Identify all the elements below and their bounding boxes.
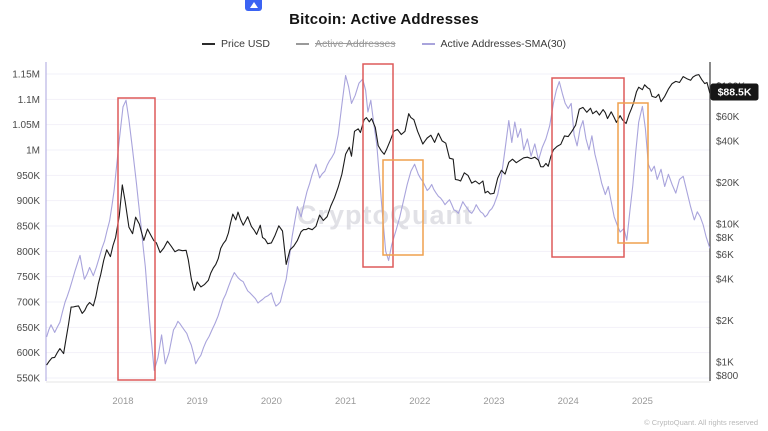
x-axis-tick-label: 2022 xyxy=(409,396,430,407)
x-axis-tick-label: 2023 xyxy=(483,396,504,407)
left-axis-tick-label: 550K xyxy=(17,374,41,385)
legend-item-price-usd[interactable]: Price USD xyxy=(201,38,270,50)
left-axis-tick-label: 950K xyxy=(17,171,41,182)
series-line-price-usd xyxy=(46,74,710,366)
last-price-badge-label: $88.5K xyxy=(718,87,752,99)
left-axis-tick-label: 1.1M xyxy=(18,95,40,106)
x-axis-tick-label: 2021 xyxy=(335,396,356,407)
right-axis-tick-label: $6K xyxy=(716,250,734,261)
series-line-active-addresses-sma-30- xyxy=(46,74,710,371)
annotation-box-red xyxy=(362,63,394,268)
annotation-box-orange xyxy=(382,159,424,256)
right-axis-tick-label: $40K xyxy=(716,136,740,147)
right-axis-tick-label: $8K xyxy=(716,233,734,244)
x-axis-tick-label: 2018 xyxy=(112,396,133,407)
x-axis-tick-label: 2025 xyxy=(632,396,653,407)
last-price-badge xyxy=(710,83,759,101)
legend-label: Price USD xyxy=(220,38,270,50)
copyright-text: © CryptoQuant. All rights reserved xyxy=(644,418,758,427)
right-axis-tick-label: $4K xyxy=(716,274,734,285)
left-axis-tick-label: 900K xyxy=(17,196,41,207)
legend-dash-icon xyxy=(296,43,309,45)
right-axis-tick-label: $2K xyxy=(716,316,734,327)
legend-dash-icon xyxy=(421,43,435,45)
annotation-box-orange xyxy=(617,102,649,244)
legend-label: Active Addresses-SMA(30) xyxy=(440,38,567,50)
chart-title: Bitcoin: Active Addresses xyxy=(289,11,479,28)
cryptoquant-logo-icon xyxy=(245,0,262,11)
x-axis-tick-label: 2024 xyxy=(558,396,579,407)
left-axis-tick-label: 750K xyxy=(17,272,41,283)
chart-legend: Price USD Active Addresses Active Addresse… xyxy=(0,38,768,50)
left-axis-tick-label: 1.05M xyxy=(12,120,40,131)
left-axis-tick-label: 700K xyxy=(17,297,41,308)
logo-arrow-glyph xyxy=(249,2,258,8)
right-axis-tick-label: $800 xyxy=(716,371,739,382)
left-axis-tick-label: 1M xyxy=(26,145,40,156)
left-axis-tick-label: 650K xyxy=(17,323,41,334)
left-axis-tick-label: 600K xyxy=(17,348,41,359)
left-axis-tick-label: 800K xyxy=(17,247,41,258)
annotation-box-red xyxy=(551,77,625,258)
legend-item-active-addresses-sma-30-[interactable]: Active Addresses-SMA(30) xyxy=(421,38,567,50)
annotation-box-red xyxy=(117,97,156,381)
right-axis-tick-label: $60K xyxy=(716,112,740,123)
legend-label: Active Addresses xyxy=(315,38,396,50)
right-axis-tick-label: $10K xyxy=(716,220,740,231)
right-axis-tick-label: $20K xyxy=(716,178,740,189)
x-axis-tick-label: 2019 xyxy=(187,396,208,407)
legend-dash-icon xyxy=(201,43,215,45)
left-axis-tick-label: 1.15M xyxy=(12,69,40,80)
right-axis-tick-label: $1K xyxy=(716,358,734,369)
legend-item-active-addresses[interactable]: Active Addresses xyxy=(296,38,396,50)
x-axis-tick-label: 2020 xyxy=(261,396,282,407)
watermark-text: CryptoQuant xyxy=(297,200,473,230)
left-axis-tick-label: 850K xyxy=(17,221,41,232)
